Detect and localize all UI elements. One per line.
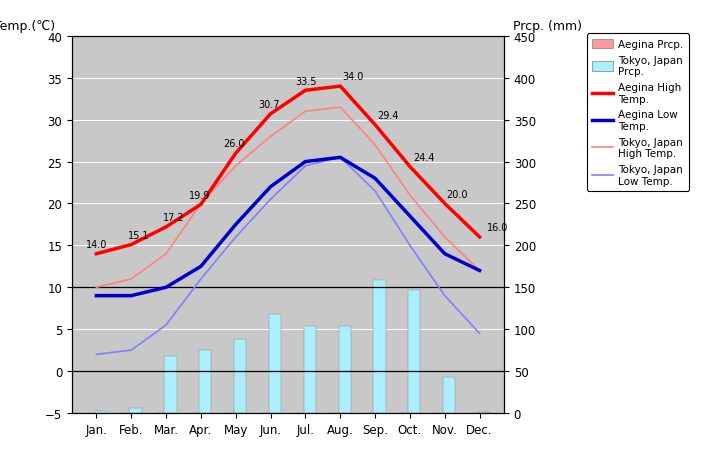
Text: 14.0: 14.0 — [86, 240, 107, 250]
Bar — [130, 408, 142, 413]
Bar — [478, 412, 490, 413]
Bar — [469, 413, 482, 425]
Bar — [260, 413, 272, 452]
Bar — [338, 326, 351, 413]
Bar — [191, 413, 202, 438]
Text: 17.2: 17.2 — [163, 213, 184, 223]
Bar — [199, 350, 212, 413]
Bar — [94, 411, 107, 413]
Text: 19.9: 19.9 — [189, 190, 210, 200]
Bar — [408, 290, 420, 413]
Text: 34.0: 34.0 — [342, 72, 364, 82]
Bar — [330, 413, 342, 452]
Bar — [443, 377, 455, 413]
Bar — [295, 413, 307, 452]
Bar — [364, 413, 377, 445]
Bar — [400, 413, 412, 433]
Bar — [156, 413, 168, 434]
Bar — [121, 413, 133, 440]
Bar — [434, 413, 446, 416]
Text: 33.5: 33.5 — [295, 76, 317, 86]
Text: 26.0: 26.0 — [223, 139, 245, 149]
Bar — [225, 413, 238, 445]
Text: 24.4: 24.4 — [413, 152, 435, 162]
Bar — [374, 280, 385, 413]
Text: Temp.(℃): Temp.(℃) — [0, 20, 55, 33]
Text: Prcp. (mm): Prcp. (mm) — [513, 20, 582, 33]
Bar — [86, 413, 98, 448]
Bar — [269, 314, 281, 413]
Bar — [304, 326, 316, 413]
Text: 15.1: 15.1 — [127, 230, 149, 241]
Text: 29.4: 29.4 — [377, 111, 398, 121]
Bar — [234, 340, 246, 413]
Text: 20.0: 20.0 — [446, 189, 468, 199]
Text: 30.7: 30.7 — [258, 100, 280, 110]
Legend: Aegina Prcp., Tokyo, Japan
Prcp., Aegina High
Temp., Aegina Low
Temp., Tokyo, Ja: Aegina Prcp., Tokyo, Japan Prcp., Aegina… — [587, 34, 688, 191]
Text: 16.0: 16.0 — [487, 223, 508, 233]
Bar — [164, 356, 176, 413]
